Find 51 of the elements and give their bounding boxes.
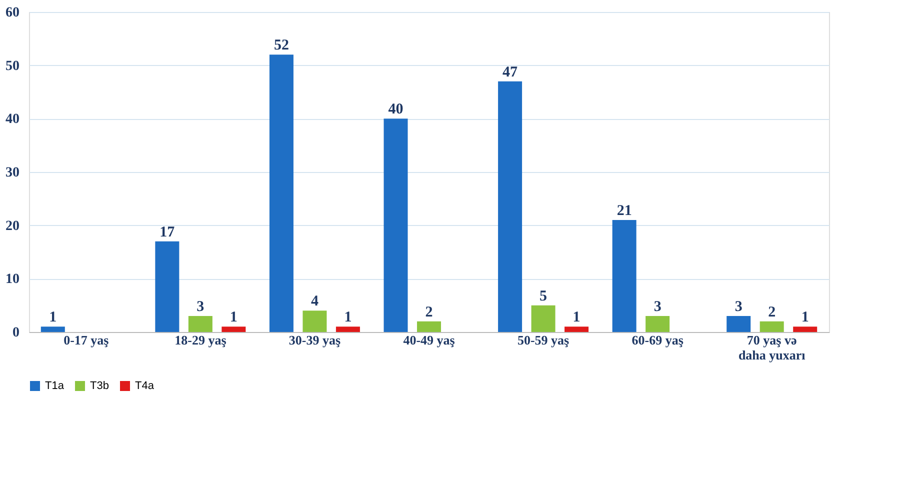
data-label: 1 xyxy=(344,310,352,326)
bar xyxy=(40,326,65,332)
bar xyxy=(336,326,360,332)
y-tick-label: 10 xyxy=(6,272,20,288)
data-label: 4 xyxy=(310,294,319,310)
data-label: 1 xyxy=(572,310,580,326)
bar xyxy=(531,305,556,332)
bar xyxy=(417,321,441,332)
bar xyxy=(498,81,522,332)
y-tick-label: 30 xyxy=(6,166,20,180)
y-tick-label: 50 xyxy=(6,58,20,74)
data-label: 3 xyxy=(654,299,662,315)
y-tick-label: 40 xyxy=(6,112,20,128)
y-tick-label: 60 xyxy=(6,6,20,20)
x-tick-label: 0-17 yaş xyxy=(64,332,109,348)
data-label: 52 xyxy=(274,38,289,54)
bar xyxy=(646,316,670,332)
data-label: 5 xyxy=(540,288,548,304)
bar xyxy=(564,326,589,332)
data-label: 2 xyxy=(425,304,433,320)
bar xyxy=(222,326,246,332)
data-label: 1 xyxy=(230,310,238,326)
bar xyxy=(188,316,212,332)
data-label: 1 xyxy=(49,310,57,326)
bar xyxy=(269,54,294,332)
x-tick-label: 60-69 yaş xyxy=(632,332,684,348)
y-tick-label: 20 xyxy=(6,218,20,234)
bar xyxy=(726,316,751,332)
legend-label: T4a xyxy=(135,380,155,392)
bar xyxy=(760,321,784,332)
bar xyxy=(612,220,636,332)
data-label: 17 xyxy=(160,224,176,240)
legend-label: T3b xyxy=(90,380,109,392)
bar xyxy=(793,326,818,332)
data-label: 47 xyxy=(502,64,518,80)
y-tick-label: 0 xyxy=(12,326,20,340)
bar xyxy=(384,118,408,332)
x-tick-label: 50-59 yaş xyxy=(517,332,570,348)
data-label: 2 xyxy=(768,304,776,320)
data-label: 3 xyxy=(196,299,204,315)
x-tick-label: 70 yaş və daha yuxarı xyxy=(738,332,806,362)
data-label: 40 xyxy=(388,102,404,118)
x-tick-label: 40-49 yaş xyxy=(403,332,455,348)
bar xyxy=(155,241,180,332)
data-label: 21 xyxy=(616,203,632,219)
legend-label: T1a xyxy=(45,380,65,392)
data-label: 3 xyxy=(734,299,742,315)
x-tick-label: 18-29 yaş xyxy=(174,332,226,348)
data-label: 1 xyxy=(801,310,809,326)
bar xyxy=(302,310,327,332)
x-tick-label: 30-39 yaş xyxy=(288,332,341,348)
